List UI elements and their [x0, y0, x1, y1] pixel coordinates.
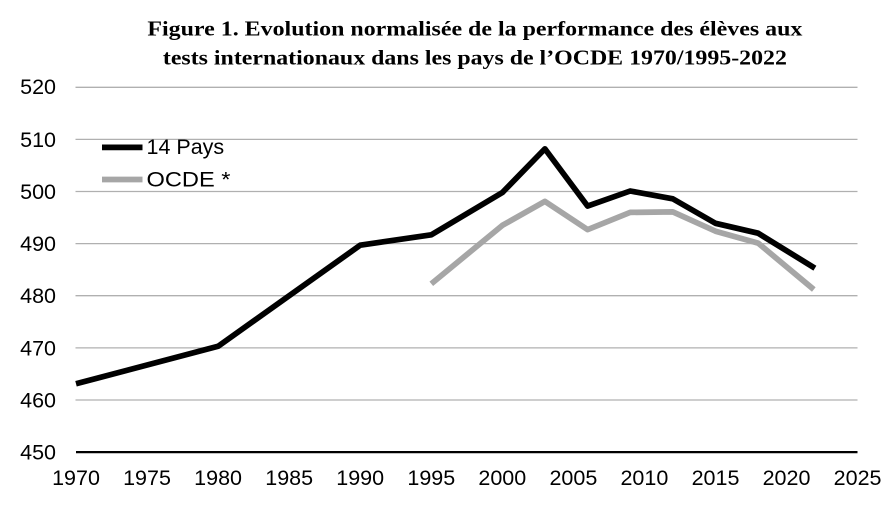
- svg-text:480: 480: [20, 284, 56, 308]
- svg-text:tests internationaux dans les: tests internationaux dans les pays de l’…: [163, 45, 787, 69]
- svg-text:500: 500: [20, 180, 56, 204]
- svg-text:450: 450: [20, 441, 56, 465]
- svg-text:14 Pays: 14 Pays: [147, 135, 225, 159]
- svg-text:1995: 1995: [407, 466, 455, 490]
- svg-text:2025: 2025: [834, 466, 882, 490]
- svg-text:2015: 2015: [692, 466, 740, 490]
- svg-text:490: 490: [20, 232, 56, 256]
- svg-text:2000: 2000: [478, 466, 526, 490]
- svg-text:2010: 2010: [620, 466, 668, 490]
- svg-text:460: 460: [20, 389, 56, 413]
- svg-text:1970: 1970: [52, 466, 100, 490]
- svg-text:2005: 2005: [549, 466, 597, 490]
- svg-text:Figure 1. Evolution normalisée: Figure 1. Evolution normalisée de la per…: [147, 17, 802, 41]
- svg-text:520: 520: [20, 75, 56, 99]
- svg-text:470: 470: [20, 336, 56, 360]
- svg-text:1980: 1980: [194, 466, 242, 490]
- svg-text:2020: 2020: [763, 466, 811, 490]
- svg-text:OCDE *: OCDE *: [147, 168, 232, 192]
- svg-text:1985: 1985: [265, 466, 313, 490]
- svg-text:1990: 1990: [336, 466, 384, 490]
- svg-text:510: 510: [20, 128, 56, 152]
- svg-text:1975: 1975: [123, 466, 171, 490]
